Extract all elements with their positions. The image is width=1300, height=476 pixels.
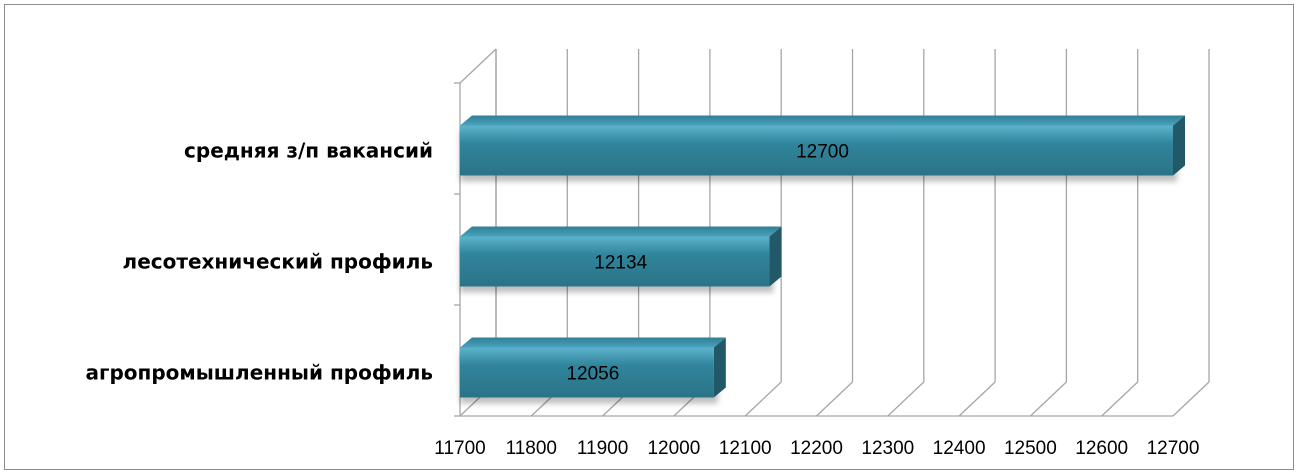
grid (454, 48, 1210, 417)
data-label: 12134 (594, 253, 647, 274)
floor-gridline (1172, 381, 1210, 417)
bar-top (460, 337, 726, 348)
x-tick-label: 12700 (1147, 438, 1200, 459)
data-label: 12056 (566, 364, 619, 385)
x-tick-label: 12500 (1004, 438, 1057, 459)
x-tick-label: 12200 (790, 438, 843, 459)
category-label: лесотехнический профиль (123, 250, 433, 274)
bar-front (460, 125, 1173, 176)
x-tick-label: 12000 (647, 438, 700, 459)
x-tick-label: 12400 (933, 438, 986, 459)
bar (460, 226, 782, 293)
x-tick-label: 12300 (861, 438, 914, 459)
x-tick-label: 11700 (434, 438, 485, 459)
bar-top (460, 226, 782, 237)
floor-gridline (744, 381, 782, 417)
category-label: средняя з/п вакансий (184, 139, 433, 163)
x-tick-label: 12100 (719, 438, 772, 459)
bar-front (460, 347, 714, 398)
x-tick-label: 11800 (506, 438, 557, 459)
bar-side (1173, 115, 1185, 176)
bar-side (713, 337, 726, 398)
floor-gridline (1029, 381, 1067, 417)
bar-top (460, 115, 1185, 126)
labels: 11700 11800 11900 12000 12100 12200 12300 12400… (86, 139, 1200, 460)
floor-gridline (887, 381, 925, 417)
floor-gridline (958, 381, 996, 417)
floor-gridline (816, 381, 853, 417)
bars (460, 115, 1185, 404)
bar-side (769, 226, 782, 287)
floor-gridline (1101, 381, 1139, 417)
bar-chart: 11700 11800 11900 12000 12100 12200 12300 12400… (86, 48, 1210, 460)
data-label: 12700 (796, 142, 849, 163)
bar (460, 115, 1185, 182)
x-tick-label: 12600 (1075, 438, 1128, 459)
bar (460, 337, 726, 404)
bar-front (460, 236, 770, 287)
depth-edge-top (459, 48, 497, 84)
chart-frame: 11700 11800 11900 12000 12100 12200 12300 12400… (4, 4, 1294, 470)
x-tick-label: 11900 (577, 438, 628, 459)
category-label: агропромышленный профиль (86, 361, 434, 385)
